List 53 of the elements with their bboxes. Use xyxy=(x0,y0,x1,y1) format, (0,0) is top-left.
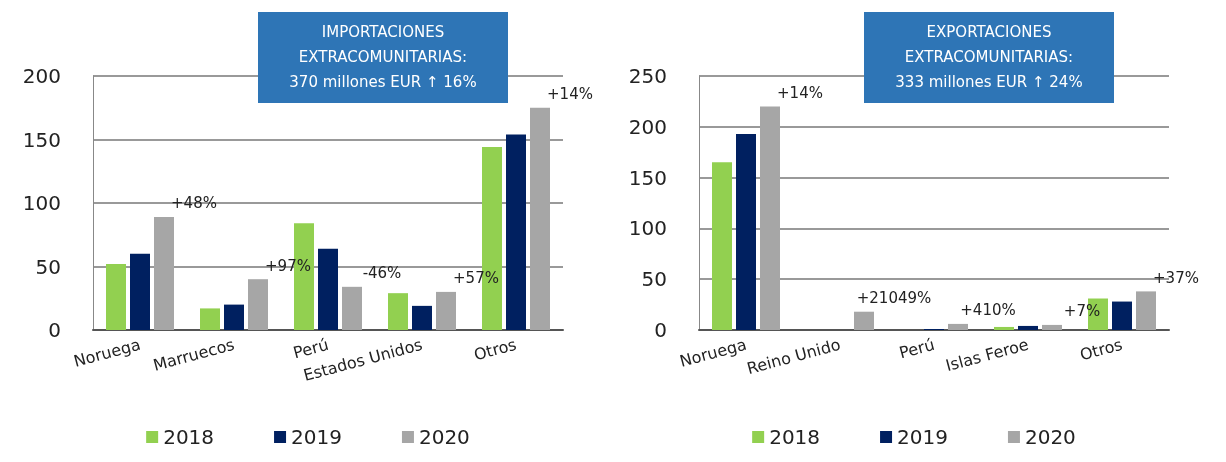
x-tick-label: Otros xyxy=(471,334,519,365)
legend-label: 2018 xyxy=(769,425,821,449)
annotation: +37% xyxy=(1153,268,1199,287)
y-tick-label: 50 xyxy=(35,254,61,279)
bar xyxy=(154,216,174,330)
y-tick-label: 0 xyxy=(48,318,61,342)
bar xyxy=(1136,291,1156,330)
bar xyxy=(948,323,968,330)
y-tick-label: 150 xyxy=(628,165,667,190)
bar xyxy=(412,305,432,330)
bar xyxy=(106,263,126,330)
annotation: +21049% xyxy=(856,289,932,308)
bar xyxy=(436,291,456,330)
bar xyxy=(854,311,874,330)
annotation: +410% xyxy=(960,301,1016,320)
x-tick-label: Perú xyxy=(897,334,937,363)
bar xyxy=(130,253,150,330)
x-tick-label: Otros xyxy=(1077,334,1125,365)
x-tick-label: Islas Feroe xyxy=(943,334,1031,376)
bar xyxy=(248,279,268,330)
bar xyxy=(994,326,1014,330)
legend-label: 2020 xyxy=(1024,425,1076,449)
y-tick-label: 100 xyxy=(22,191,61,215)
y-tick-label: 200 xyxy=(22,64,61,88)
x-tick-label: Noruega xyxy=(71,334,143,371)
bar xyxy=(760,106,780,330)
annotation: +48% xyxy=(171,194,217,213)
y-tick-label: 50 xyxy=(641,267,667,292)
x-tick-label: Perú xyxy=(291,334,331,363)
y-tick-label: 250 xyxy=(628,64,667,88)
bar xyxy=(342,286,362,330)
annotation: +14% xyxy=(777,83,823,102)
bar xyxy=(1042,324,1062,330)
bar xyxy=(388,293,408,330)
y-tick-label: 100 xyxy=(628,216,667,241)
bar xyxy=(200,308,220,330)
legend-label: 2019 xyxy=(291,425,342,449)
bar xyxy=(736,133,756,330)
y-tick-label: 200 xyxy=(628,114,667,139)
annotation: -46% xyxy=(362,264,402,283)
bar xyxy=(506,134,526,330)
bar xyxy=(1112,301,1132,330)
bar xyxy=(224,304,244,330)
annotation: +14% xyxy=(547,85,593,104)
bar xyxy=(318,248,338,330)
bar xyxy=(530,107,550,330)
legend-label: 2019 xyxy=(897,425,948,449)
legend-label: 2020 xyxy=(418,425,470,449)
bar xyxy=(1018,325,1038,330)
y-tick-label: 0 xyxy=(654,318,667,342)
bar xyxy=(712,162,732,330)
legend-label: 2018 xyxy=(163,425,215,449)
y-tick-label: 150 xyxy=(22,127,61,152)
